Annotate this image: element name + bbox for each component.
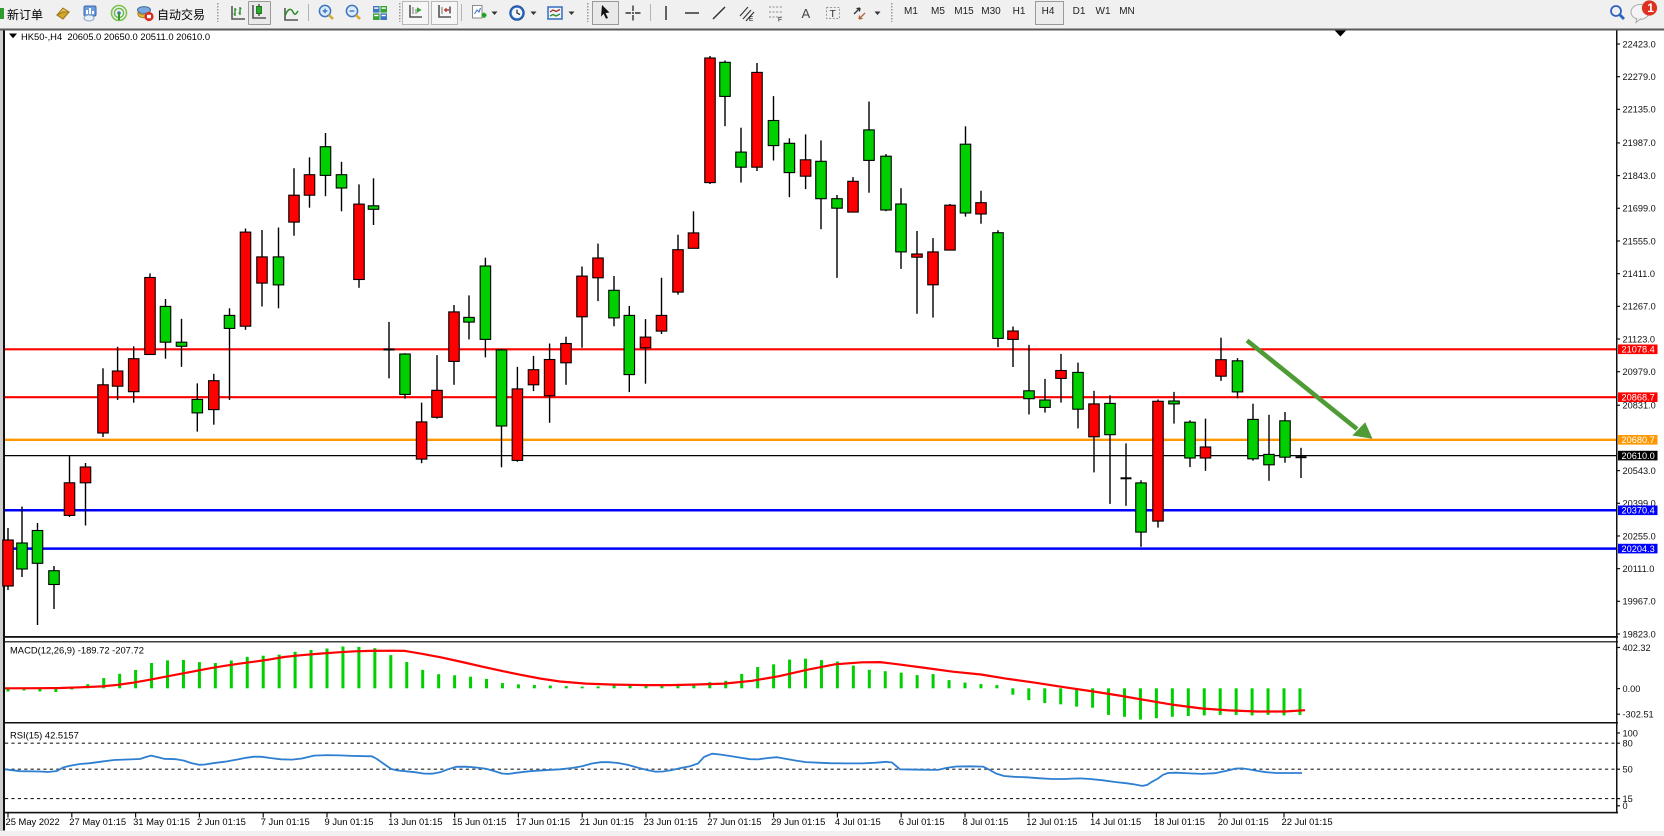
svg-text:E: E bbox=[749, 16, 754, 22]
svg-text:21078.4: 21078.4 bbox=[1622, 345, 1655, 355]
svg-text:21699.0: 21699.0 bbox=[1623, 204, 1656, 214]
svg-text:27 Jun 01:15: 27 Jun 01:15 bbox=[707, 816, 761, 827]
svg-text:6 Jul 01:15: 6 Jul 01:15 bbox=[899, 816, 945, 827]
svg-text:22 Jul 01:15: 22 Jul 01:15 bbox=[1282, 816, 1333, 827]
svg-text:17 Jun 01:15: 17 Jun 01:15 bbox=[516, 816, 570, 827]
svg-text:13 Jun 01:15: 13 Jun 01:15 bbox=[388, 816, 442, 827]
svg-text:18 Jul 01:15: 18 Jul 01:15 bbox=[1154, 816, 1205, 827]
svg-text:2 Jun 01:15: 2 Jun 01:15 bbox=[197, 816, 246, 827]
svg-text:22423.0: 22423.0 bbox=[1623, 39, 1656, 49]
svg-text:20370.4: 20370.4 bbox=[1622, 506, 1655, 516]
svg-text:RSI(15) 42.5157: RSI(15) 42.5157 bbox=[10, 730, 79, 741]
svg-text:1: 1 bbox=[1647, 1, 1654, 15]
svg-text:A: A bbox=[802, 6, 811, 21]
svg-text:29 Jun 01:15: 29 Jun 01:15 bbox=[771, 816, 825, 827]
svg-text:12 Jul 01:15: 12 Jul 01:15 bbox=[1026, 816, 1077, 827]
svg-text:-302.51: -302.51 bbox=[1623, 710, 1654, 720]
svg-text:HK50-,H4 20605.0 20650.0 2051: HK50-,H4 20605.0 20650.0 20511.0 20610.0 bbox=[21, 31, 210, 42]
svg-text:15: 15 bbox=[1623, 794, 1633, 804]
svg-text:4 Jul 01:15: 4 Jul 01:15 bbox=[835, 816, 881, 827]
svg-text:21267.0: 21267.0 bbox=[1623, 302, 1656, 312]
svg-text:22135.0: 22135.0 bbox=[1623, 105, 1656, 115]
svg-text:80: 80 bbox=[1623, 739, 1633, 749]
svg-text:7 Jun 01:15: 7 Jun 01:15 bbox=[261, 816, 310, 827]
svg-text:20979.0: 20979.0 bbox=[1623, 367, 1656, 377]
svg-text:0: 0 bbox=[1623, 801, 1628, 811]
svg-text:F: F bbox=[778, 17, 782, 23]
svg-text:100: 100 bbox=[1623, 728, 1638, 738]
svg-text:21987.0: 21987.0 bbox=[1623, 138, 1656, 148]
svg-text:MACD(12,26,9) -189.72 -207.72: MACD(12,26,9) -189.72 -207.72 bbox=[10, 645, 144, 656]
svg-text:14 Jul 01:15: 14 Jul 01:15 bbox=[1090, 816, 1141, 827]
svg-text:23 Jun 01:15: 23 Jun 01:15 bbox=[644, 816, 698, 827]
svg-text:19967.0: 19967.0 bbox=[1623, 597, 1656, 607]
svg-text:21555.0: 21555.0 bbox=[1623, 236, 1656, 246]
svg-text:8 Jul 01:15: 8 Jul 01:15 bbox=[963, 816, 1009, 827]
svg-text:21843.0: 21843.0 bbox=[1623, 171, 1656, 181]
svg-text:20399.0: 20399.0 bbox=[1623, 499, 1656, 509]
svg-text:20 Jul 01:15: 20 Jul 01:15 bbox=[1218, 816, 1269, 827]
svg-text:15 Jun 01:15: 15 Jun 01:15 bbox=[452, 816, 506, 827]
svg-text:20868.7: 20868.7 bbox=[1622, 393, 1655, 403]
svg-text:T: T bbox=[830, 8, 837, 20]
svg-text:21123.0: 21123.0 bbox=[1623, 334, 1656, 344]
svg-text:31 May 01:15: 31 May 01:15 bbox=[133, 816, 190, 827]
svg-text:20111.0: 20111.0 bbox=[1623, 564, 1655, 574]
svg-text:20831.0: 20831.0 bbox=[1623, 401, 1656, 411]
svg-text:9 Jun 01:15: 9 Jun 01:15 bbox=[325, 816, 374, 827]
svg-text:50: 50 bbox=[1623, 765, 1633, 775]
svg-text:20255.0: 20255.0 bbox=[1623, 531, 1656, 541]
svg-text:19823.0: 19823.0 bbox=[1623, 629, 1656, 639]
svg-text:20543.0: 20543.0 bbox=[1623, 466, 1656, 476]
svg-text:25 May 2022: 25 May 2022 bbox=[6, 816, 60, 827]
svg-text:402.32: 402.32 bbox=[1623, 643, 1651, 653]
svg-text:0.00: 0.00 bbox=[1623, 684, 1641, 694]
svg-text:21 Jun 01:15: 21 Jun 01:15 bbox=[580, 816, 634, 827]
svg-text:20204.3: 20204.3 bbox=[1622, 544, 1655, 554]
svg-text:22279.0: 22279.0 bbox=[1623, 72, 1656, 82]
svg-text:20680.7: 20680.7 bbox=[1622, 435, 1655, 445]
svg-text:20610.0: 20610.0 bbox=[1622, 451, 1655, 461]
svg-text:27 May 01:15: 27 May 01:15 bbox=[69, 816, 126, 827]
svg-text:21411.0: 21411.0 bbox=[1623, 269, 1656, 279]
